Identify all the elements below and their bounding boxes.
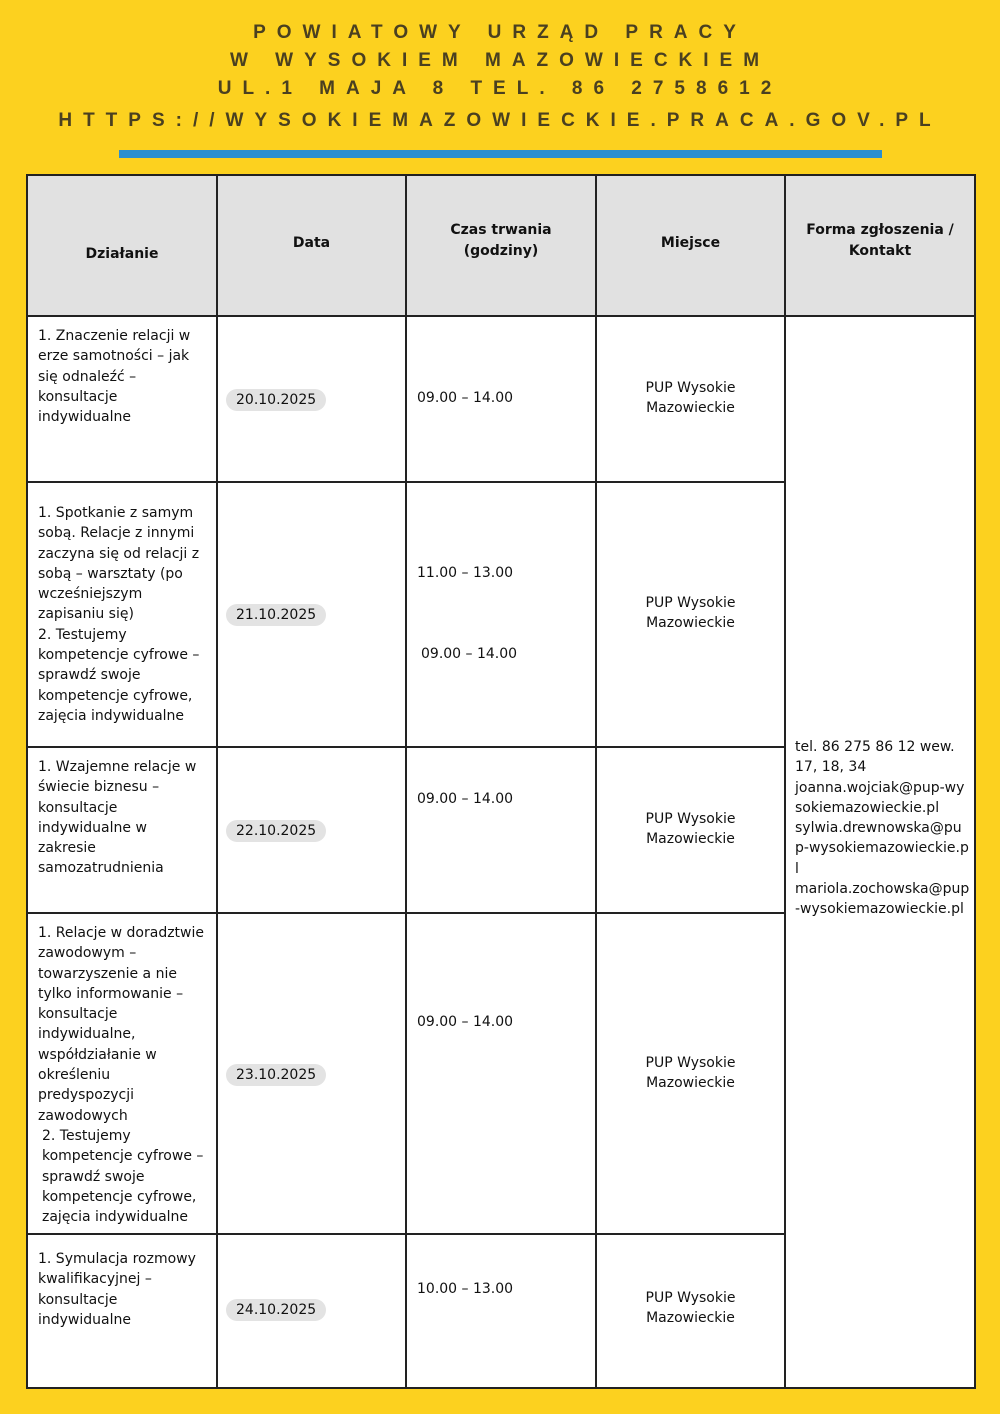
col-header: Data [216, 174, 407, 317]
place: PUP Wysokie Mazowieckie [645, 595, 736, 632]
header-line-3: UL.1 MAJA 8 TEL. 86 2758612 [217, 78, 783, 99]
col-header: Miejsce [595, 174, 786, 317]
time-range: 09.00 – 14.00 [417, 1014, 514, 1030]
table-row: 1. Spotkanie z samym sobą. Relacje z inn… [26, 481, 975, 748]
table-row: 1. Relacje w doradztwie zawodowym – towa… [26, 912, 975, 1235]
activity-cell: 1. Wzajemne relacje w świecie biznesu – … [26, 746, 218, 914]
date-badge: 24.10.2025 [226, 1299, 327, 1322]
contact-email[interactable]: mariola.zochowska@pup-wysokiemazowieckie… [795, 881, 970, 918]
col-header: Czas trwania (godziny) [405, 174, 597, 317]
col-header: Działanie [26, 174, 218, 317]
table-row: 1. Wzajemne relacje w świecie biznesu – … [26, 746, 975, 914]
place: PUP Wysokie Mazowieckie [645, 380, 736, 417]
date-badge: 22.10.2025 [226, 820, 327, 843]
contact-phone: tel. 86 275 86 12 wew. 17, 18, 34 [795, 739, 955, 776]
header-line-1: POWIATOWY URZĄD PRACY [253, 22, 747, 43]
activity-cell: 1. Symulacja rozmowy kwalifikacyjnej – k… [26, 1233, 218, 1389]
activity-cell: 1. Znaczenie relacji w erze samotności –… [26, 315, 218, 483]
place: PUP Wysokie Mazowieckie [645, 811, 736, 848]
time-range: 10.00 – 13.00 [417, 1281, 514, 1297]
contact-email[interactable]: joanna.wojciak@pup-wysokiemazowieckie.pl [795, 779, 965, 816]
place: PUP Wysokie Mazowieckie [645, 1290, 736, 1327]
time-range: 09.00 – 14.00 [421, 646, 518, 662]
schedule-table: Działanie Data Czas trwania (godziny) Mi… [26, 174, 976, 1389]
place: PUP Wysokie Mazowieckie [645, 1055, 736, 1092]
contact-cell: tel. 86 275 86 12 wew. 17, 18, 34 joanna… [784, 315, 976, 1389]
time-range: 09.00 – 14.00 [417, 390, 514, 406]
date-badge: 23.10.2025 [226, 1064, 327, 1087]
date-badge: 21.10.2025 [226, 604, 327, 627]
table-row: 1. Symulacja rozmowy kwalifikacyjnej – k… [26, 1233, 975, 1389]
date-badge: 20.10.2025 [226, 389, 327, 412]
table-row: 1. Znaczenie relacji w erze samotności –… [26, 315, 976, 1389]
time-range: 09.00 – 14.00 [417, 791, 514, 807]
time-range: 11.00 – 13.00 [417, 565, 514, 581]
header-line-2: W WYSOKIEM MAZOWIECKIEM [229, 50, 771, 71]
header-url: HTTPS://WYSOKIEMAZOWIECKIE.PRACA.GOV.PL [58, 110, 942, 131]
col-header: Forma zgłoszenia / Kontakt [784, 174, 976, 317]
activity-cell: 1. Relacje w doradztwie zawodowym – towa… [26, 912, 218, 1235]
contact-email[interactable]: sylwia.drewnowska@pup-wysokiemazowieckie… [795, 820, 969, 877]
activity-cell: 1. Spotkanie z samym sobą. Relacje z inn… [26, 481, 218, 748]
accent-bar [119, 150, 882, 158]
table-header-row: Działanie Data Czas trwania (godziny) Mi… [26, 174, 976, 317]
